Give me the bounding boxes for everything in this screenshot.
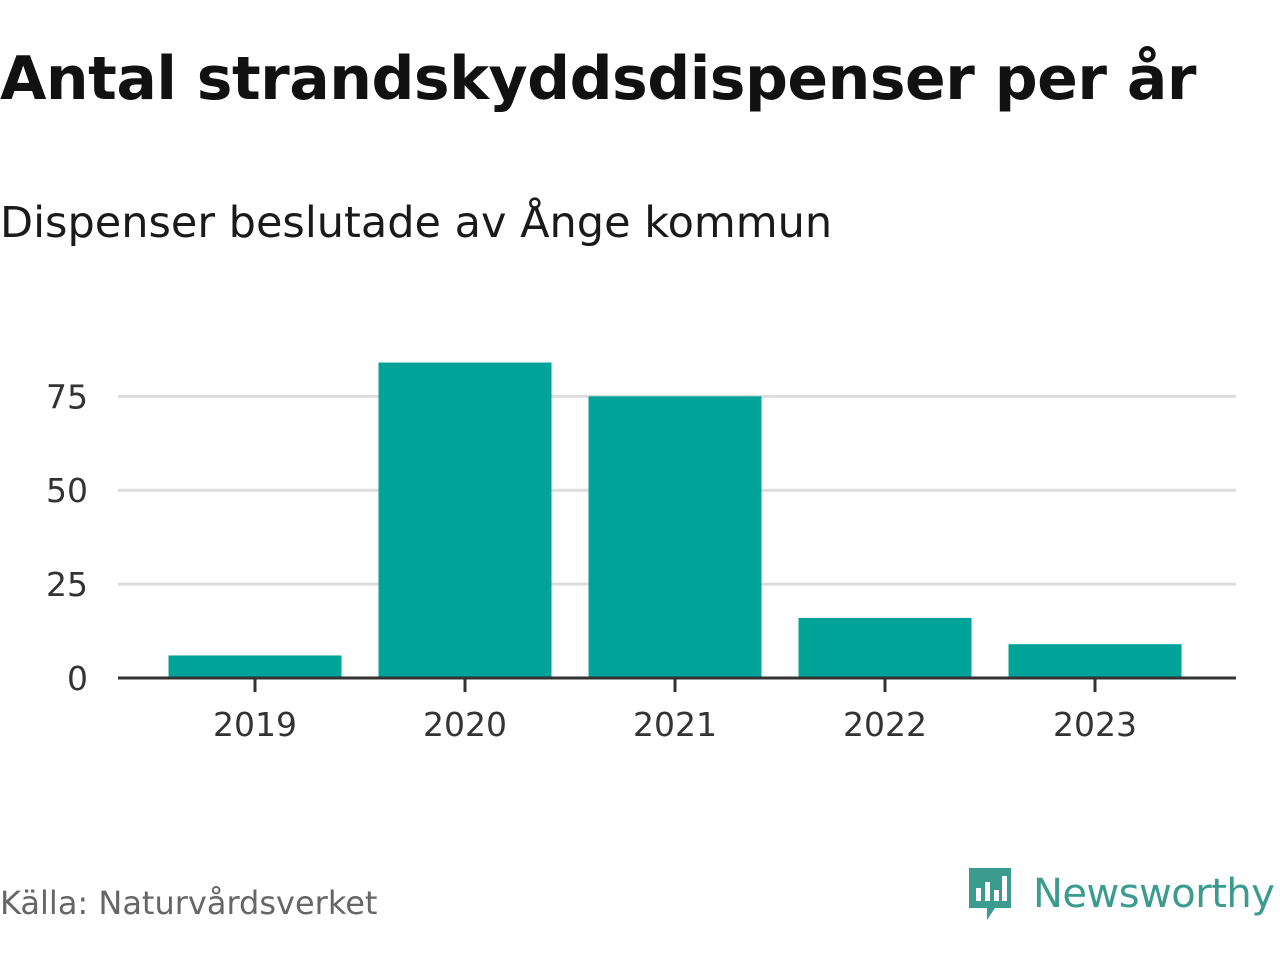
y-axis-labels: 0 25 50 75 xyxy=(46,377,88,698)
x-axis xyxy=(118,676,1236,692)
x-tick-label: 2020 xyxy=(423,705,507,744)
bar-2019 xyxy=(168,655,342,678)
bar-2021 xyxy=(588,396,762,678)
chart-subtitle: Dispenser beslutade av Ånge kommun xyxy=(0,198,833,248)
bars xyxy=(168,362,1182,678)
x-tick-label: 2023 xyxy=(1053,705,1137,744)
y-tick-label: 25 xyxy=(46,565,88,604)
x-tick-label: 2022 xyxy=(843,705,927,744)
bar-2022 xyxy=(798,617,972,678)
bar-2020 xyxy=(378,362,552,678)
newsworthy-logo-icon xyxy=(969,868,1011,920)
source-note: Källa: Naturvårdsverket xyxy=(0,884,378,922)
x-tick-label: 2021 xyxy=(633,705,717,744)
brand-name: Newsworthy xyxy=(1033,871,1275,917)
x-axis-labels: 2019 2020 2021 2022 2023 xyxy=(213,705,1137,744)
bar-2023 xyxy=(1008,644,1182,678)
x-tick-label: 2019 xyxy=(213,705,297,744)
y-tick-label: 50 xyxy=(46,471,88,510)
y-tick-label: 0 xyxy=(67,659,88,698)
y-tick-label: 75 xyxy=(46,377,88,416)
chart-title: Antal strandskyddsdispenser per år xyxy=(0,44,1196,114)
brand-logo: Newsworthy xyxy=(965,862,1275,926)
